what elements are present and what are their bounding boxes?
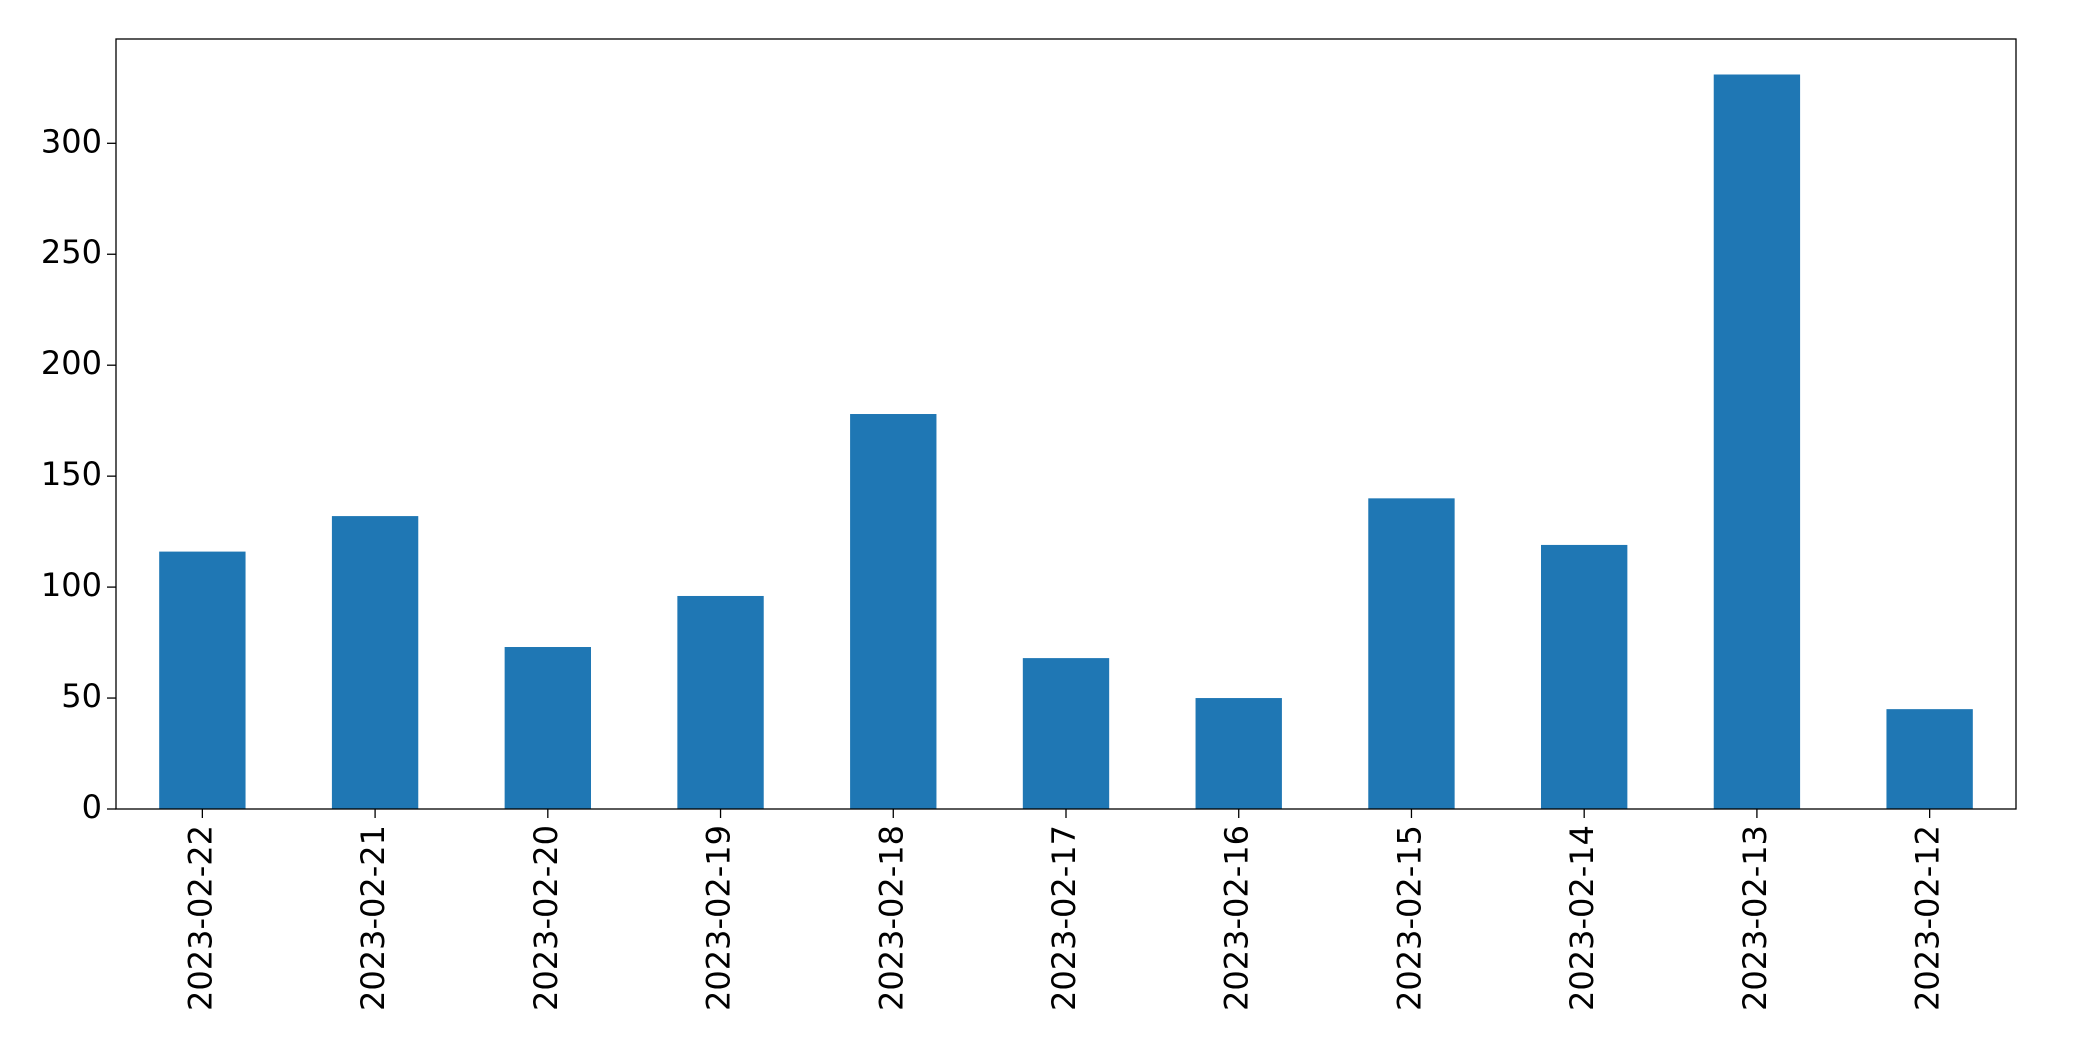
x-tick-label: 2023-02-20: [527, 825, 565, 1011]
x-tick-label: 2023-02-21: [354, 825, 392, 1011]
bar: [1886, 709, 1973, 809]
y-tick-label: 0: [82, 788, 102, 826]
y-tick-label: 100: [41, 566, 102, 604]
bar: [677, 595, 764, 809]
x-tick-label: 2023-02-14: [1563, 825, 1601, 1011]
x-tick-label: 2023-02-17: [1045, 825, 1083, 1011]
x-tick-label: 2023-02-18: [872, 825, 910, 1011]
x-tick-label: 2023-02-15: [1390, 825, 1428, 1011]
bar: [159, 551, 246, 809]
bar: [1368, 498, 1455, 809]
bar: [1713, 74, 1801, 809]
x-tick-label: 2023-02-19: [700, 825, 738, 1011]
x-tick-label: 2023-02-22: [181, 825, 219, 1011]
plot-frame: [115, 38, 2017, 810]
y-tick-label: 250: [41, 233, 102, 271]
x-tick-label: 2023-02-12: [1909, 825, 1947, 1011]
x-tick-label: 2023-02-13: [1736, 825, 1774, 1011]
bar: [1541, 544, 1628, 809]
bar: [1022, 658, 1110, 809]
y-tick-label: 50: [61, 677, 102, 715]
bar: [1195, 698, 1282, 809]
y-tick-label: 200: [41, 344, 102, 382]
bar: [850, 414, 937, 809]
bar: [504, 647, 591, 809]
y-tick-label: 150: [41, 455, 102, 493]
bar: [331, 516, 419, 809]
y-tick-label: 300: [41, 122, 102, 160]
x-tick-label: 2023-02-16: [1218, 825, 1256, 1011]
